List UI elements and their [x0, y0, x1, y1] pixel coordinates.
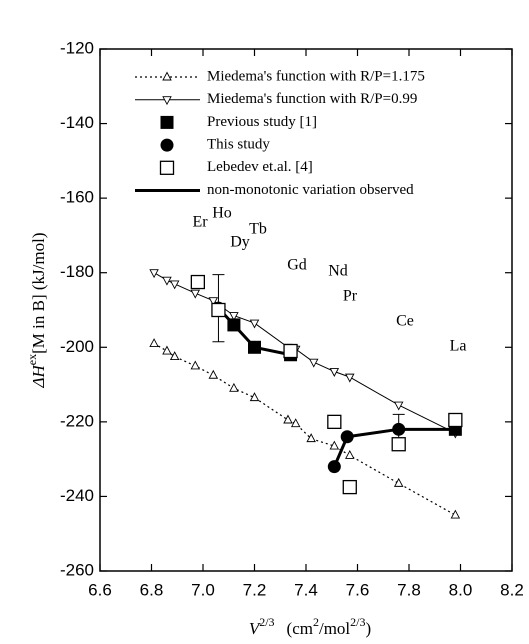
x-label-part: (cm [287, 619, 313, 638]
marker [392, 422, 406, 436]
element-label: Nd [328, 263, 348, 280]
marker [450, 509, 461, 519]
legend-label: This study [207, 137, 270, 153]
marker [162, 96, 172, 106]
x-tick-label: 8.0 [449, 580, 473, 599]
element-label: La [450, 338, 467, 355]
y-label-part: [M in B] (kJ/mol) [29, 233, 48, 354]
marker [249, 392, 260, 402]
marker [149, 338, 159, 348]
x-label-part: /mol [319, 619, 350, 638]
legend-label: non-monotonic variation observed [207, 182, 414, 198]
marker [283, 343, 298, 359]
x-tick-label: 8.2 [500, 580, 524, 599]
marker [327, 414, 342, 430]
marker [190, 360, 201, 370]
legend-label: Miedema's function with R/P=0.99 [207, 91, 417, 107]
marker [290, 418, 301, 428]
marker [162, 71, 172, 81]
marker [229, 382, 239, 392]
element-label: Ce [396, 313, 414, 330]
marker [342, 479, 357, 495]
marker [345, 449, 355, 459]
element-label: Tb [249, 221, 267, 238]
legend-label: Lebedev et.al. [4] [207, 159, 313, 175]
x-tick-label: 7.0 [191, 580, 215, 599]
x-label-part: V [249, 619, 262, 638]
marker [327, 460, 341, 474]
y-tick-label: -120 [60, 38, 94, 57]
element-label: Dy [230, 234, 250, 251]
legend-label: Previous study [1] [207, 114, 317, 130]
y-tick-label: -260 [60, 560, 94, 579]
marker [162, 345, 172, 355]
x-axis-label: V2/3 (cm2/mol2/3) [249, 615, 371, 638]
y-tick-label: -140 [60, 113, 94, 132]
x-label-part: 2/3 [259, 615, 274, 629]
marker [393, 477, 404, 487]
x-tick-label: 6.8 [140, 580, 164, 599]
series-line [217, 307, 456, 468]
element-label: Pr [343, 288, 358, 305]
element-label: Ho [212, 205, 232, 222]
marker [227, 318, 241, 332]
marker [208, 297, 219, 307]
marker [208, 369, 219, 379]
marker [190, 289, 201, 299]
marker [393, 401, 404, 411]
element-label: Gd [287, 257, 307, 274]
marker [249, 319, 260, 329]
element-label: Er [192, 214, 208, 231]
x-label-part: 2 [313, 615, 319, 629]
y-label-part: ΔH [29, 363, 48, 388]
series-line [153, 272, 456, 434]
marker [448, 412, 463, 428]
marker [391, 437, 406, 452]
y-tick-label: -160 [60, 188, 94, 207]
legend-label: Miedema's function with R/P=1.175 [207, 68, 425, 84]
y-label-part: ex [25, 354, 39, 365]
marker [345, 373, 355, 383]
marker [248, 340, 261, 354]
marker [308, 358, 319, 368]
marker [306, 433, 316, 443]
x-label-part: ) [366, 619, 372, 638]
y-axis-label: ΔHex[M in B] (kJ/mol) [25, 233, 48, 389]
marker [160, 115, 174, 129]
marker [283, 414, 293, 424]
x-tick-label: 6.6 [88, 580, 112, 599]
x-label-part: 2/3 [350, 615, 365, 629]
x-tick-label: 7.8 [397, 580, 421, 599]
x-tick-label: 7.6 [346, 580, 370, 599]
marker [190, 274, 206, 290]
x-tick-label: 7.2 [243, 580, 267, 599]
marker [149, 269, 159, 279]
marker [160, 138, 174, 152]
marker [329, 368, 340, 377]
y-tick-label: -200 [60, 337, 94, 356]
y-tick-label: -240 [60, 486, 94, 505]
x-tick-label: 7.4 [294, 580, 318, 599]
marker [162, 276, 172, 286]
marker [229, 312, 239, 322]
marker [329, 440, 340, 450]
marker [159, 160, 175, 175]
marker [169, 280, 180, 290]
marker [169, 351, 180, 361]
marker [211, 302, 226, 318]
marker [340, 430, 354, 444]
y-tick-label: -180 [60, 262, 94, 281]
y-tick-label: -220 [60, 411, 94, 430]
